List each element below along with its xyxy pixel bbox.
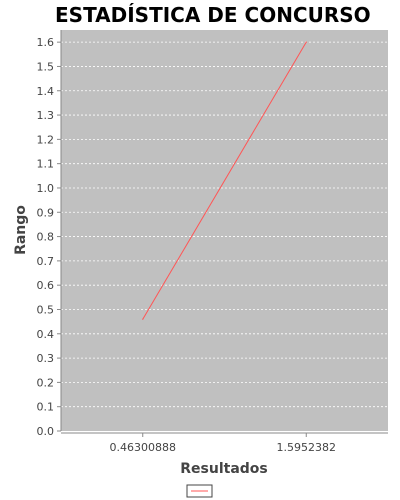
y-tick-label-5: 0.5 [37,303,55,316]
y-tick-label-4: 0.4 [37,328,55,341]
y-tick-label-8: 0.8 [37,231,55,244]
chart-title: ESTADÍSTICA DE CONCURSO [55,3,371,27]
y-axis: 0.0 0.1 0.2 0.3 0.4 0.5 0.6 0.7 0.8 0.9 1.0 1.1 1.2 1… [37,30,62,438]
y-tick-label-3: 0.3 [37,352,55,365]
series-line-0 [142,41,307,320]
y-axis-label: Rango [13,205,29,255]
x-axis: 0.46300888 1.5952382 [61,432,388,454]
y-tick-label-9: 0.9 [37,206,55,219]
y-tick-label-11: 1.1 [37,158,55,171]
x-tick-label-0: 0.46300888 [110,441,176,454]
series-layer [142,41,307,320]
y-tick-label-6: 0.6 [37,279,55,292]
y-tick-label-2: 0.2 [37,376,55,389]
y-tick-label-7: 0.7 [37,255,55,268]
plot-area [61,30,388,431]
y-tick-label-14: 1.4 [37,85,55,98]
y-tick-label-10: 1.0 [37,182,55,195]
data-point-0-1 [305,41,307,43]
y-tick-label-15: 1.5 [37,60,55,73]
legend [186,484,213,498]
data-point-0-0 [142,318,144,320]
y-tick-label-1: 0.1 [37,401,55,414]
y-tick-label-16: 1.6 [37,36,55,49]
y-tick-label-0: 0.0 [37,425,55,438]
x-axis-label: Resultados [180,461,268,477]
x-tick-label-1: 1.5952382 [277,441,337,454]
y-tick-label-13: 1.3 [37,109,55,122]
gridlines [61,41,388,408]
y-tick-label-12: 1.2 [37,133,55,146]
